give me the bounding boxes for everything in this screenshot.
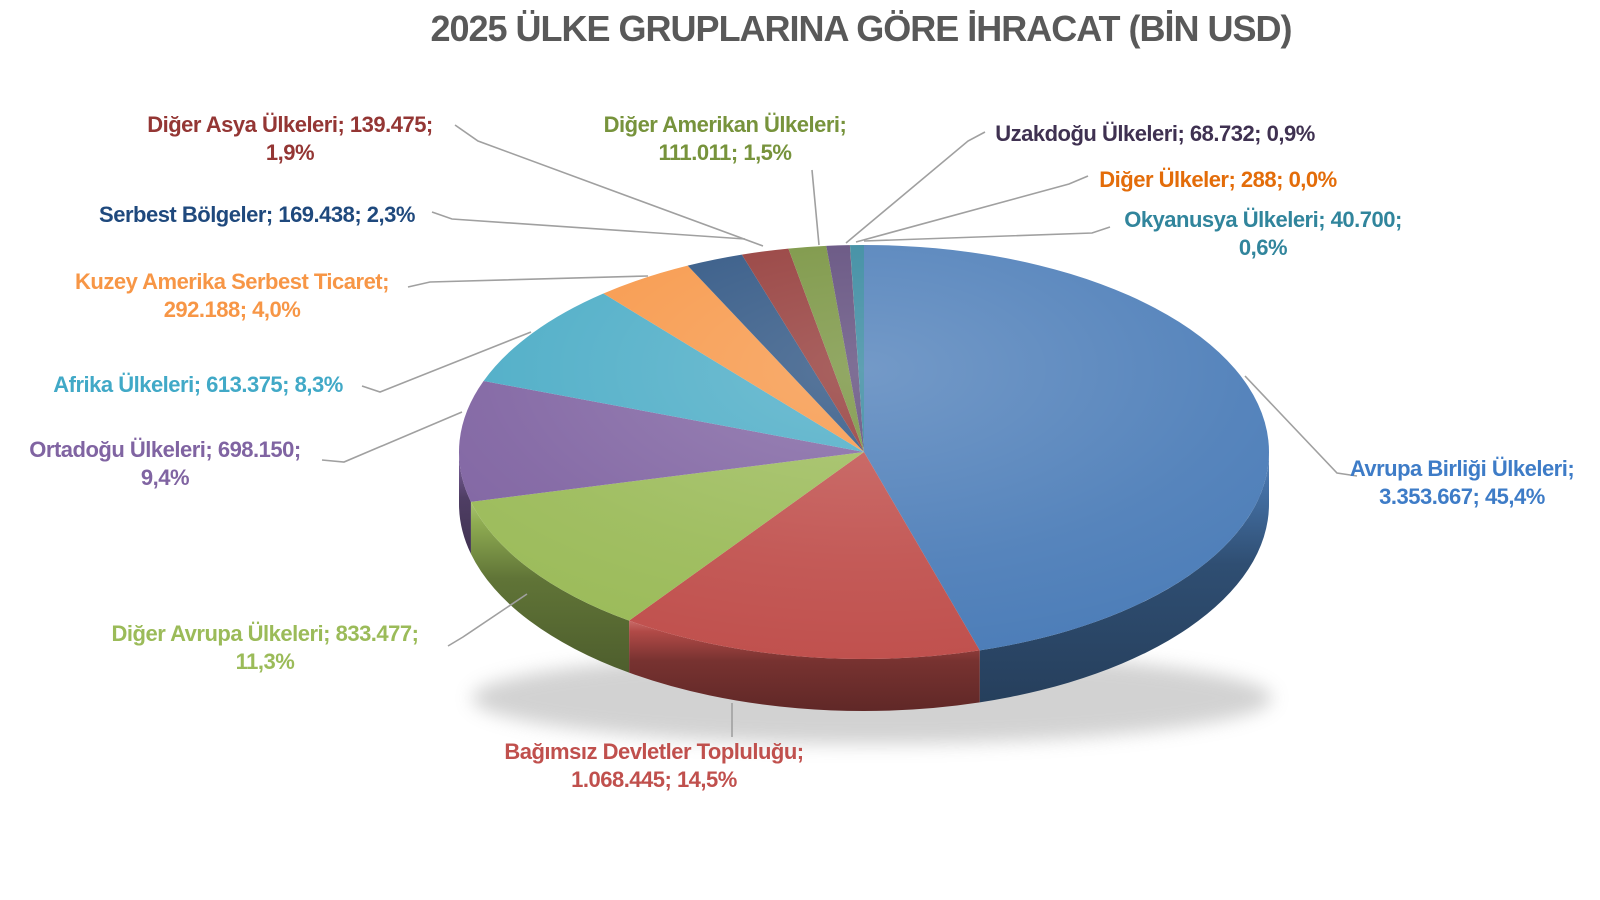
label-uzakdogu: Uzakdoğu Ülkeleri; 68.732; 0,9%	[995, 120, 1315, 148]
label-okyanusya-line1: Okyanusya Ülkeleri; 40.700;	[1124, 207, 1402, 232]
label-ortadogu-line2: 9,4%	[140, 465, 190, 490]
label-diger-asya-line2: 1,9%	[265, 140, 315, 165]
label-diger-avrupa: Diğer Avrupa Ülkeleri; 833.477; 11,3%	[112, 620, 419, 676]
label-bagimsiz-devletler-line1: Bağımsız Devletler Topluluğu;	[504, 739, 804, 764]
leader-diger-avrupa	[447, 593, 528, 647]
label-okyanusya: Okyanusya Ülkeleri; 40.700; 0,6%	[1124, 206, 1402, 262]
slice-avrupa-birligi-side	[979, 452, 1269, 703]
slice-ortadogu-side	[459, 452, 471, 554]
slice-bagimsiz-devletler-side	[629, 620, 980, 711]
leader-diger-ulkeler	[855, 175, 1089, 243]
chart-title: 2025 ÜLKE GRUPLARINA GÖRE İHRACAT (BİN U…	[430, 8, 1292, 49]
leader-kuzey-amerika	[407, 275, 649, 288]
label-diger-avrupa-line1: Diğer Avrupa Ülkeleri; 833.477;	[111, 621, 419, 646]
label-avrupa-birligi: Avrupa Birliği Ülkeleri; 3.353.667; 45,4%	[1349, 455, 1575, 511]
leader-diger-amerikan	[811, 169, 820, 246]
leader-afrika	[361, 331, 532, 393]
label-diger-ulkeler: Diğer Ülkeler; 288; 0,0%	[1099, 166, 1337, 194]
label-serbest-bolgeler-line1: Serbest Bölgeler; 169.438; 2,3%	[99, 202, 415, 227]
label-bagimsiz-devletler-line2: 1.068.445; 14,5%	[571, 767, 737, 792]
label-diger-amerikan-line2: 111.011; 1,5%	[658, 140, 792, 165]
leader-serbest-bolgeler	[431, 211, 746, 240]
label-diger-amerikan: Diğer Amerikan Ülkeleri; 111.011; 1,5%	[604, 111, 847, 167]
label-okyanusya-line2: 0,6%	[1238, 235, 1288, 260]
label-avrupa-birligi-line2: 3.353.667; 45,4%	[1379, 484, 1545, 509]
leader-diger-asya	[454, 124, 764, 247]
label-diger-ulkeler-line1: Diğer Ülkeler; 288; 0,0%	[1099, 167, 1337, 192]
label-diger-avrupa-line2: 11,3%	[235, 649, 295, 674]
label-diger-asya: Diğer Asya Ülkeleri; 139.475; 1,9%	[147, 111, 433, 167]
leader-okyanusya	[863, 226, 1111, 242]
pie-gloss	[459, 245, 1269, 659]
leader-avrupa-birligi	[1244, 375, 1358, 477]
label-kuzey-amerika-line1: Kuzey Amerika Serbest Ticaret;	[75, 269, 389, 294]
slice-diger-avrupa-side	[470, 501, 630, 673]
label-diger-asya-line1: Diğer Asya Ülkeleri; 139.475;	[147, 112, 433, 137]
label-uzakdogu-line1: Uzakdoğu Ülkeleri; 68.732; 0,9%	[995, 121, 1315, 146]
label-afrika: Afrika Ülkeleri; 613.375; 8,3%	[53, 371, 343, 399]
label-serbest-bolgeler: Serbest Bölgeler; 169.438; 2,3%	[99, 201, 415, 229]
label-ortadogu: Ortadoğu Ülkeleri; 698.150; 9,4%	[29, 436, 301, 492]
leader-ortadogu	[321, 411, 463, 463]
label-kuzey-amerika: Kuzey Amerika Serbest Ticaret; 292.188; 4…	[75, 268, 389, 324]
label-afrika-line1: Afrika Ülkeleri; 613.375; 8,3%	[53, 372, 343, 397]
label-avrupa-birligi-line1: Avrupa Birliği Ülkeleri;	[1349, 456, 1575, 481]
label-kuzey-amerika-line2: 292.188; 4,0%	[163, 297, 301, 322]
label-diger-amerikan-line1: Diğer Amerikan Ülkeleri;	[603, 112, 847, 137]
label-ortadogu-line1: Ortadoğu Ülkeleri; 698.150;	[29, 437, 301, 462]
label-bagimsiz-devletler: Bağımsız Devletler Topluluğu; 1.068.445; …	[504, 738, 804, 794]
leader-uzakdogu	[845, 131, 986, 244]
